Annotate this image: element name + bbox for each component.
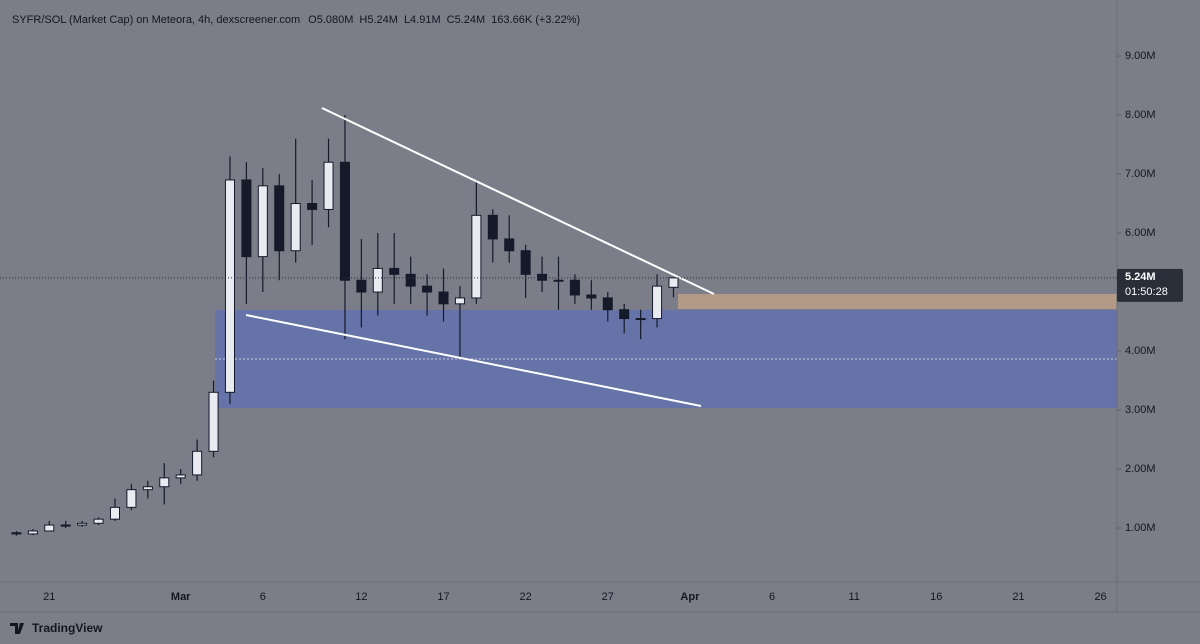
brand: TradingView xyxy=(32,621,103,635)
x-tick-label: 17 xyxy=(437,591,449,603)
candle-body xyxy=(553,279,564,282)
tradingview-logo: TradingView xyxy=(10,621,103,635)
candle-body xyxy=(339,161,350,281)
y-tick-label: 9.00M xyxy=(1125,50,1156,62)
header: SYFR/SOL (Market Cap) on Meteora, 4h, de… xyxy=(12,14,580,26)
candle-body xyxy=(93,518,104,524)
candle-body xyxy=(471,214,482,299)
candle-body xyxy=(142,486,153,491)
upper-trendline xyxy=(321,107,715,295)
candle-body xyxy=(602,297,613,311)
candle-body xyxy=(192,450,203,476)
header-value: L4.91M xyxy=(404,14,441,26)
x-tick-label: 11 xyxy=(848,591,859,603)
candle-body xyxy=(389,267,400,275)
candle-body xyxy=(569,279,580,296)
chart-title: SYFR/SOL (Market Cap) on Meteora, 4h, de… xyxy=(12,14,300,26)
candle-body xyxy=(668,277,679,288)
x-tick-label: Apr xyxy=(680,591,700,603)
countdown: 01:50:28 xyxy=(1125,286,1168,298)
candle-body xyxy=(487,214,498,240)
candle-body xyxy=(208,391,219,452)
x-tick-label: 22 xyxy=(520,591,532,603)
header-value: O5.080M xyxy=(308,14,353,26)
header-value: 163.66K (+3.22%) xyxy=(491,14,580,26)
y-tick-label: 7.00M xyxy=(1125,168,1156,180)
candle-body xyxy=(520,250,531,275)
candle-body xyxy=(290,203,301,252)
candle-body xyxy=(586,294,597,299)
x-tick-label: 16 xyxy=(930,591,942,603)
candle-body xyxy=(438,291,449,305)
candle-body xyxy=(274,185,285,252)
candle-body xyxy=(175,474,186,479)
candle-body xyxy=(126,489,137,508)
candle-body xyxy=(323,161,334,210)
candle-body xyxy=(619,309,630,320)
candle-body xyxy=(159,477,170,488)
candle-body xyxy=(109,506,121,520)
last-price-label: 5.24M xyxy=(1125,271,1156,283)
x-tick-label: 27 xyxy=(602,591,614,603)
last-price-box xyxy=(1117,268,1183,302)
x-tick-label: 6 xyxy=(260,591,266,603)
candle-body xyxy=(60,524,71,527)
candle-body xyxy=(11,532,22,535)
candle-body xyxy=(504,238,515,252)
candle-body xyxy=(652,285,663,320)
lower-trendline xyxy=(245,314,702,407)
y-tick-label: 2.00M xyxy=(1125,463,1156,475)
candle-body xyxy=(307,203,318,210)
candle-body xyxy=(537,273,548,281)
candle-body xyxy=(44,524,55,532)
y-tick-label: 8.00M xyxy=(1125,109,1156,121)
header-value: C5.24M xyxy=(447,14,486,26)
x-tick-label: 21 xyxy=(1012,591,1024,603)
candles xyxy=(11,115,679,536)
candle-body xyxy=(224,179,235,393)
header-value: H5.24M xyxy=(359,14,398,26)
candle-body xyxy=(372,267,383,293)
candle-body xyxy=(257,185,268,258)
x-tick-label: Mar xyxy=(171,591,191,603)
candle-body xyxy=(241,179,252,258)
candle-body xyxy=(356,279,367,293)
supply-zone xyxy=(678,294,1117,309)
candle-body xyxy=(27,530,38,535)
x-tick-label: 12 xyxy=(355,591,367,603)
candle-body xyxy=(422,285,433,293)
logo-icon xyxy=(10,623,24,634)
candle-body xyxy=(405,273,416,287)
x-tick-label: 6 xyxy=(769,591,775,603)
candle-body xyxy=(77,522,88,526)
candle-body xyxy=(454,297,465,305)
x-tick-label: 26 xyxy=(1094,591,1106,603)
x-tick-label: 21 xyxy=(43,591,55,603)
candle-body xyxy=(635,318,646,321)
y-tick-label: 4.00M xyxy=(1125,345,1156,357)
y-tick-label: 1.00M xyxy=(1125,522,1156,534)
y-tick-label: 3.00M xyxy=(1125,404,1156,416)
demand-zone xyxy=(215,310,1117,408)
y-tick-label: 6.00M xyxy=(1125,227,1156,239)
